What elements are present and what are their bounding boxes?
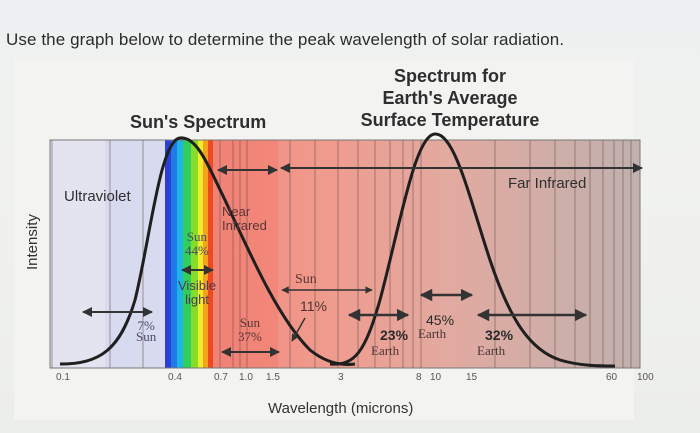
tick-0.7: 0.7 xyxy=(214,372,228,383)
earth-title-line3: Surface Temperature xyxy=(360,110,540,130)
near-ir-sun-pct-label: Sun 37% xyxy=(238,315,262,344)
tick-3: 3 xyxy=(338,372,344,383)
tick-1.0: 1.0 xyxy=(239,372,253,383)
earth-spectrum-title: Spectrum for Earth's Average Surface Tem… xyxy=(350,65,550,131)
visible-light-label: Visible light xyxy=(178,278,217,307)
earth-23-src-label: Earth xyxy=(371,343,400,358)
question-text: Use the graph below to determine the pea… xyxy=(6,30,565,49)
tick-15: 15 xyxy=(466,372,478,383)
earth-45-pct-label: 45% xyxy=(426,312,455,328)
sun-11-pct-label: 11% xyxy=(300,298,327,314)
x-axis-label: Wavelength (microns) xyxy=(268,400,414,417)
tick-0.1: 0.1 xyxy=(56,372,70,383)
earth-23-pct-label: 23% xyxy=(380,327,409,343)
earth-32-src-label: Earth xyxy=(477,343,506,358)
earth-title-line1: Spectrum for xyxy=(393,66,507,86)
visible-sun-pct-label: Sun 44% xyxy=(185,229,209,258)
sun-spectrum-title: Sun's Spectrum xyxy=(130,112,267,132)
uv-sun-pct-label: 7% Sun xyxy=(136,318,157,344)
earth-45-src-label: Earth xyxy=(418,326,447,341)
earth-title-line2: Earth's Average xyxy=(382,88,518,108)
near-infrared-label: Near Infrared xyxy=(222,204,267,233)
y-axis-label: Intensity xyxy=(24,214,41,270)
earth-32-pct-label: 32% xyxy=(485,327,514,343)
tick-100: 100 xyxy=(637,372,654,383)
far-infrared-label: Far Infrared xyxy=(508,175,587,192)
tick-8: 8 xyxy=(416,372,422,383)
sun-11-src-label: Sun xyxy=(295,272,317,287)
tick-60: 60 xyxy=(606,372,618,383)
sun-11-pointer xyxy=(291,317,306,342)
tick-1.5: 1.5 xyxy=(266,372,280,383)
tick-10: 10 xyxy=(430,372,442,383)
earth-spectrum-curve xyxy=(329,132,616,368)
tick-0.4: 0.4 xyxy=(168,372,182,383)
ultraviolet-label: Ultraviolet xyxy=(64,188,131,205)
